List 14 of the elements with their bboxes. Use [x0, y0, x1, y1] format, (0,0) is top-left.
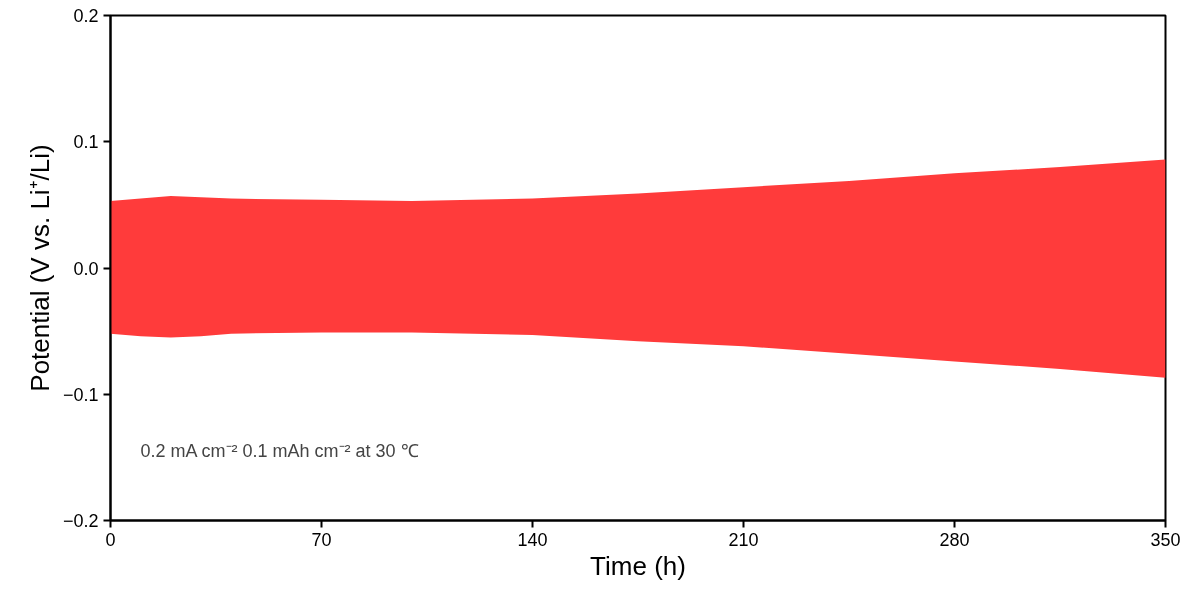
x-tick-label: 350 — [1150, 529, 1181, 550]
x-tick-label: 0 — [105, 529, 116, 550]
y-tick-label: 0.0 — [73, 258, 99, 279]
x-tick-label: 70 — [311, 529, 332, 550]
y-tick-label: 0.2 — [73, 6, 99, 26]
x-tick-label: 280 — [939, 529, 970, 550]
y-axis-title: Potential (V vs. Li⁺/Li) — [24, 144, 55, 392]
y-tick-label: 0.1 — [73, 132, 99, 153]
y-tick-label: −0.1 — [62, 384, 99, 405]
x-tick-label: 210 — [728, 529, 759, 550]
annotation: 0.2 mA cm⁻² 0.1 mAh cm⁻² at 30 ℃ — [140, 440, 419, 461]
x-axis-title: Time (h) — [590, 550, 686, 581]
y-tick-label: −0.2 — [62, 511, 99, 531]
x-tick-label: 140 — [517, 529, 548, 550]
